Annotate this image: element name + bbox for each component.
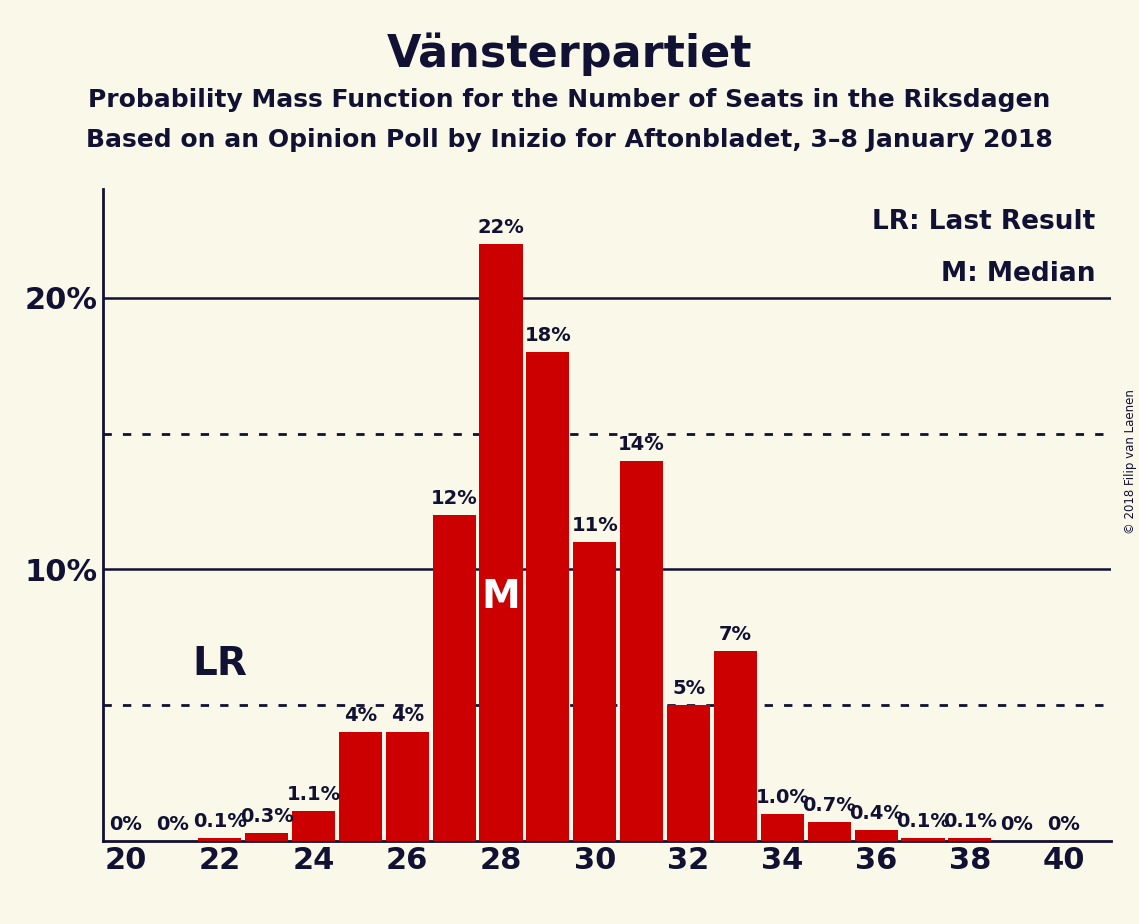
Bar bbox=[526, 352, 570, 841]
Text: 22%: 22% bbox=[477, 218, 524, 237]
Bar bbox=[761, 814, 804, 841]
Text: 4%: 4% bbox=[344, 707, 377, 725]
Text: M: M bbox=[482, 578, 521, 615]
Text: LR: Last Result: LR: Last Result bbox=[872, 209, 1096, 235]
Bar bbox=[667, 705, 710, 841]
Bar bbox=[433, 516, 476, 841]
Text: 14%: 14% bbox=[618, 435, 665, 454]
Bar bbox=[245, 833, 288, 841]
Bar bbox=[338, 732, 382, 841]
Text: 11%: 11% bbox=[572, 517, 618, 536]
Text: 0%: 0% bbox=[1047, 815, 1080, 834]
Text: 0.1%: 0.1% bbox=[943, 812, 997, 832]
Text: LR: LR bbox=[192, 645, 247, 684]
Text: 0%: 0% bbox=[156, 815, 189, 834]
Text: 1.1%: 1.1% bbox=[286, 785, 341, 804]
Text: 0.4%: 0.4% bbox=[850, 804, 903, 823]
Bar bbox=[714, 650, 757, 841]
Text: 12%: 12% bbox=[431, 490, 477, 508]
Text: 0.1%: 0.1% bbox=[192, 812, 247, 832]
Text: 18%: 18% bbox=[525, 326, 572, 346]
Text: 0.3%: 0.3% bbox=[239, 807, 294, 826]
Text: Vänsterpartiet: Vänsterpartiet bbox=[387, 32, 752, 76]
Text: 5%: 5% bbox=[672, 679, 705, 699]
Text: 0.1%: 0.1% bbox=[896, 812, 950, 832]
Bar bbox=[292, 811, 335, 841]
Text: 4%: 4% bbox=[391, 707, 424, 725]
Text: 0%: 0% bbox=[1000, 815, 1033, 834]
Text: © 2018 Filip van Laenen: © 2018 Filip van Laenen bbox=[1124, 390, 1137, 534]
Text: Probability Mass Function for the Number of Seats in the Riksdagen: Probability Mass Function for the Number… bbox=[89, 88, 1050, 112]
Bar bbox=[949, 838, 991, 841]
Bar bbox=[573, 542, 616, 841]
Text: Based on an Opinion Poll by Inizio for Aftonbladet, 3–8 January 2018: Based on an Opinion Poll by Inizio for A… bbox=[87, 128, 1052, 152]
Bar bbox=[386, 732, 428, 841]
Text: 7%: 7% bbox=[719, 625, 752, 644]
Bar bbox=[854, 830, 898, 841]
Bar bbox=[480, 244, 523, 841]
Text: 0%: 0% bbox=[109, 815, 142, 834]
Bar bbox=[901, 838, 944, 841]
Bar bbox=[198, 838, 241, 841]
Text: 0.7%: 0.7% bbox=[802, 796, 857, 815]
Bar bbox=[808, 821, 851, 841]
Text: M: Median: M: Median bbox=[941, 261, 1096, 287]
Bar bbox=[620, 461, 663, 841]
Text: 1.0%: 1.0% bbox=[755, 788, 810, 807]
